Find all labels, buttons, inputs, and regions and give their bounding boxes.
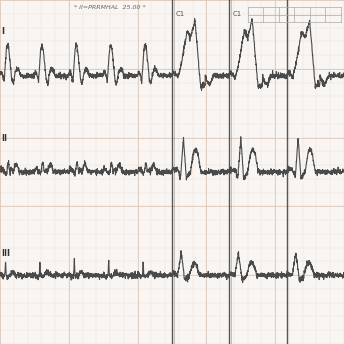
Text: II: II [2,135,8,143]
Text: * II=PRRMHAL  25.00 *: * II=PRRMHAL 25.00 * [74,5,146,10]
Text: C1: C1 [233,11,242,17]
Text: I: I [2,27,5,36]
Text: C1: C1 [175,11,185,17]
Text: III: III [2,249,11,258]
